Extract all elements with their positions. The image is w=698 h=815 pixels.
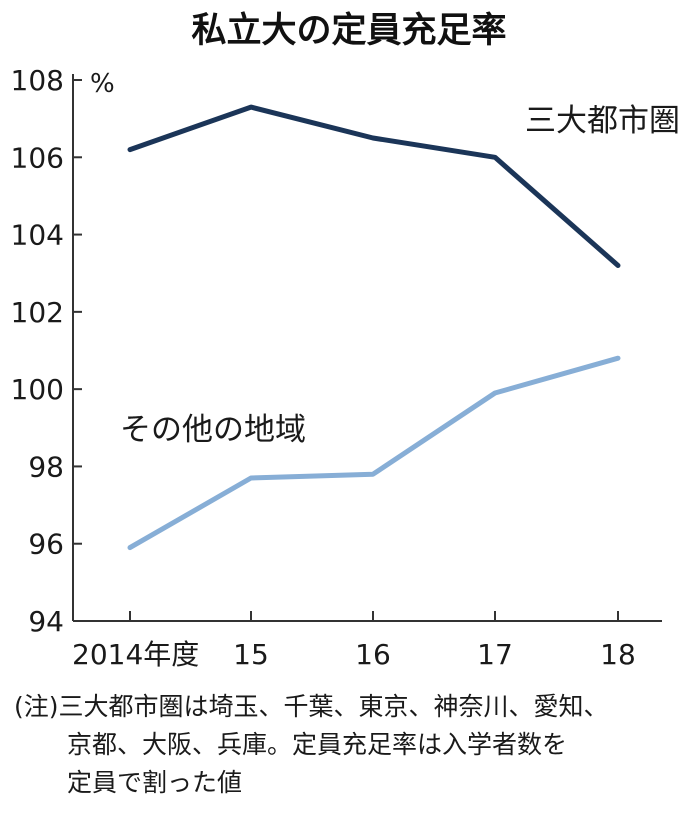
y-tick-label: 106 — [11, 141, 64, 174]
x-tick-label: 16 — [355, 638, 391, 671]
x-axis-ticks: 2014年度 15 16 17 18 — [72, 611, 636, 671]
y-tick-label: 96 — [28, 528, 64, 561]
series-label-1: 三大都市圏 — [525, 103, 680, 139]
y-axis-unit-label: % — [90, 69, 115, 99]
footnote-prefix: (注) — [14, 692, 59, 721]
y-tick-label: 98 — [28, 450, 64, 483]
y-tick-label: 102 — [11, 296, 64, 329]
footnote-line-3: 定員で割った値 — [67, 768, 243, 797]
y-tick-label: 94 — [28, 605, 64, 638]
chart-title: 私立大の定員充足率 — [191, 11, 506, 51]
footnote-text-1: 三大都市圏は埼玉、千葉、東京、神奈川、愛知、 — [58, 692, 609, 721]
series-line-1 — [127, 104, 621, 268]
y-tick-label: 100 — [11, 373, 64, 406]
series-layer — [127, 104, 621, 551]
x-tick-label: 2014年度 — [72, 638, 199, 671]
x-tick-label: 17 — [477, 638, 513, 671]
series-label-2: その他の地域 — [120, 412, 306, 448]
series-line-2 — [127, 355, 621, 551]
axes — [72, 74, 662, 622]
footnote-line-2: 京都、大阪、兵庫。定員充足率は入学者数を — [67, 730, 568, 759]
y-tick-label: 108 — [11, 64, 64, 97]
footnote-line-1: (注)三大都市圏は埼玉、千葉、東京、神奈川、愛知、 — [14, 688, 690, 726]
y-tick-label: 104 — [11, 219, 64, 252]
x-tick-label: 15 — [233, 638, 269, 671]
line-chart: 私立大の定員充足率 % 94 96 98 100 102 104 106 108 2014年度… — [11, 11, 680, 671]
x-tick-label: 18 — [600, 638, 636, 671]
footnote: (注)三大都市圏は埼玉、千葉、東京、神奈川、愛知、 京都、大阪、兵庫。定員充足率… — [14, 688, 690, 802]
y-axis-ticks: 94 96 98 100 102 104 106 108 — [11, 64, 82, 638]
